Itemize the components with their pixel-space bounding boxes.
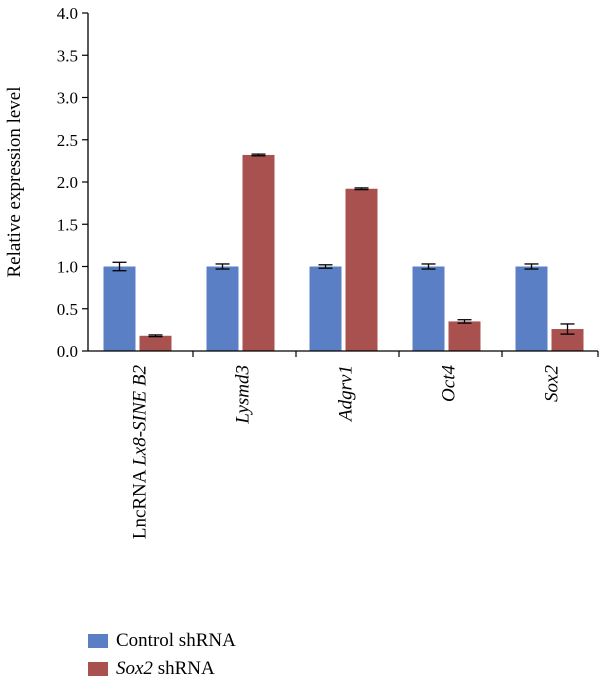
error-bar [215, 263, 230, 270]
y-tick-label: 3.0 [57, 89, 78, 108]
y-tick-label: 4.0 [57, 4, 78, 23]
error-bar [421, 263, 436, 270]
category-label: Adgrv1 [336, 365, 357, 423]
y-tick-label: 1.5 [57, 215, 78, 234]
legend: Control shRNA Sox2 shRNA [88, 628, 236, 684]
bar-sox2 [139, 335, 172, 351]
legend-swatch-sox2 [88, 662, 108, 676]
error-bar [148, 334, 163, 338]
error-bar [318, 264, 333, 269]
y-tick-label: 1.0 [57, 258, 78, 277]
y-tick-label: 2.0 [57, 173, 78, 192]
bar-control [515, 266, 548, 351]
bar-control [412, 266, 445, 351]
legend-label-sox2: Sox2 shRNA [116, 658, 215, 679]
y-axis-label: Relative expression level [4, 87, 25, 278]
bar-control [309, 266, 342, 351]
category-label: Sox2 [542, 365, 563, 402]
error-bar [457, 319, 472, 324]
error-bar [524, 263, 539, 270]
bar-control [103, 266, 136, 351]
y-tick-label: 2.5 [57, 131, 78, 150]
category-label: LncRNA Lx8-SINE B2 [130, 365, 151, 540]
y-tick-label: 0.5 [57, 300, 78, 319]
bar-chart: 0.0 0.5 1.0 1.5 2.0 2.5 3.0 3.5 4.0 LncRNA Lx8-S… [4, 4, 599, 540]
bar-sox2 [551, 329, 584, 351]
legend-swatch-control [88, 634, 108, 648]
legend-item-control: Control shRNA [88, 628, 236, 654]
error-bar [560, 323, 575, 335]
bar-sox2 [448, 321, 481, 351]
error-bar [112, 261, 127, 272]
legend-label-control: Control shRNA [116, 630, 236, 651]
error-bar [251, 153, 266, 157]
category-label: Oct4 [439, 365, 460, 402]
bar-sox2 [242, 154, 275, 351]
category-label: Lysmd3 [233, 365, 254, 425]
y-tick-label: 3.5 [57, 46, 78, 65]
y-tick-label: 0.0 [57, 342, 78, 361]
bar-sox2 [345, 188, 378, 351]
error-bar [354, 187, 369, 191]
bar-control [206, 266, 239, 351]
legend-item-sox2: Sox2 shRNA [88, 656, 236, 682]
